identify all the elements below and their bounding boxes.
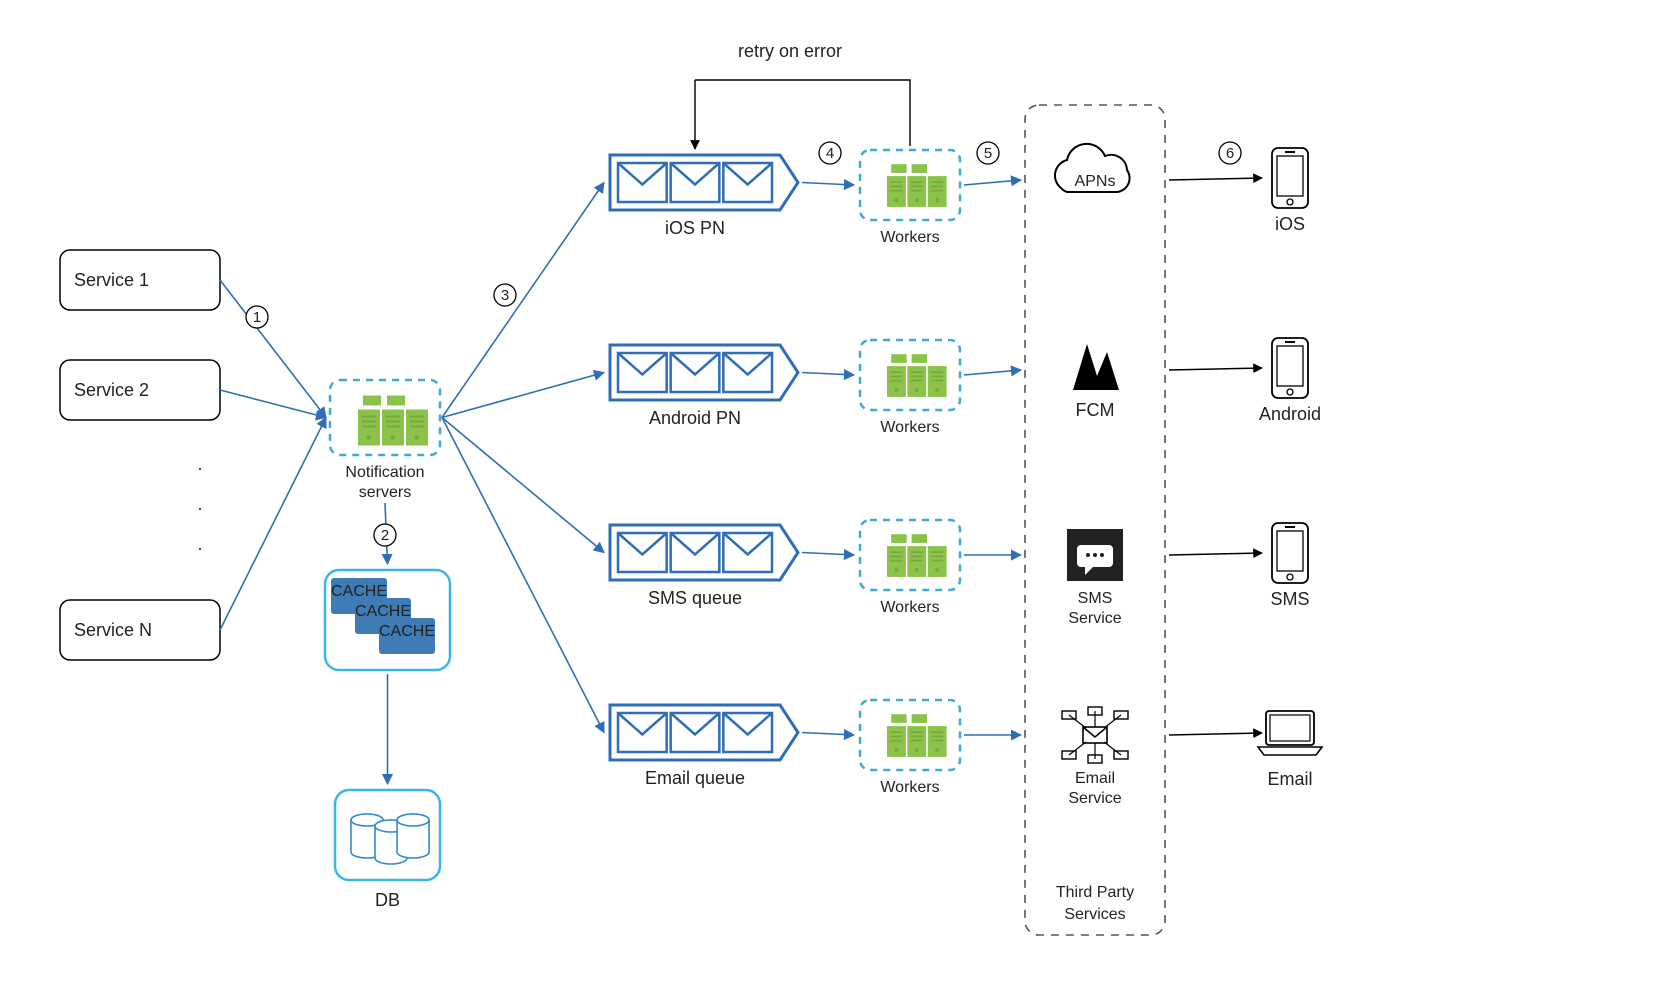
queue-label: Android PN — [649, 408, 741, 428]
workers-label: Workers — [880, 779, 939, 796]
server-cluster-icon — [887, 534, 947, 577]
workers-label: Workers — [880, 599, 939, 616]
service-label: Service N — [74, 620, 152, 640]
third-party-label: Third Party — [1056, 884, 1134, 901]
server-cluster-icon — [887, 354, 947, 397]
sms-service-icon: SMS Service — [1067, 529, 1123, 627]
queue-label: Email queue — [645, 768, 745, 788]
device-label: SMS — [1270, 589, 1309, 609]
apns-icon: APNs — [1055, 144, 1130, 192]
step-badge-number: 6 — [1226, 145, 1234, 162]
queue: iOS PN — [610, 155, 798, 238]
sms-service-label: SMS — [1078, 590, 1113, 607]
email-service-label: Service — [1068, 790, 1121, 807]
notification-servers-label: servers — [359, 484, 411, 501]
service-label: Service 1 — [74, 270, 149, 290]
step-badge-number: 5 — [984, 145, 992, 162]
phone-icon — [1272, 338, 1308, 398]
cache-card-label: CACHE — [331, 583, 387, 600]
notification-servers-label: Notification — [345, 464, 424, 481]
step-badge-number: 1 — [253, 309, 261, 326]
ellipsis-dot: . — [197, 454, 202, 474]
ellipsis-dot: . — [197, 494, 202, 514]
phone-icon — [1272, 523, 1308, 583]
workers-label: Workers — [880, 419, 939, 436]
db: DB — [335, 790, 440, 910]
queue: Android PN — [610, 345, 798, 428]
fcm-label: FCM — [1076, 400, 1115, 420]
fcm-icon: FCM — [1073, 344, 1119, 420]
queue-label: SMS queue — [648, 588, 742, 608]
device-label: Email — [1267, 769, 1312, 789]
sms-service-label: Service — [1068, 610, 1121, 627]
db-label: DB — [375, 890, 400, 910]
queue: Email queue — [610, 705, 798, 788]
device-label: iOS — [1275, 214, 1305, 234]
step-badge-number: 3 — [501, 287, 509, 304]
server-cluster-icon — [887, 714, 947, 757]
server-cluster-icon — [887, 164, 947, 207]
apns-label: APNs — [1075, 173, 1116, 190]
phone-icon — [1272, 148, 1308, 208]
third-party-box — [1025, 105, 1165, 935]
cache-card-label: CACHE — [355, 603, 411, 620]
step-badge-number: 4 — [826, 145, 834, 162]
cache: CACHE CACHE CACHE — [325, 570, 450, 670]
server-cluster-icon — [358, 396, 428, 446]
notification-servers: Notification servers — [330, 380, 440, 501]
queue-label: iOS PN — [665, 218, 725, 238]
third-party-label: Services — [1064, 906, 1125, 923]
cache-card-label: CACHE — [379, 623, 435, 640]
queue: SMS queue — [610, 525, 798, 608]
service-label: Service 2 — [74, 380, 149, 400]
device-label: Android — [1259, 404, 1321, 424]
email-service-label: Email — [1075, 770, 1115, 787]
step-badge-number: 2 — [381, 527, 389, 544]
ellipsis-dot: . — [197, 534, 202, 554]
retry-label: retry on error — [738, 41, 842, 61]
laptop-icon — [1258, 711, 1322, 755]
workers-label: Workers — [880, 229, 939, 246]
